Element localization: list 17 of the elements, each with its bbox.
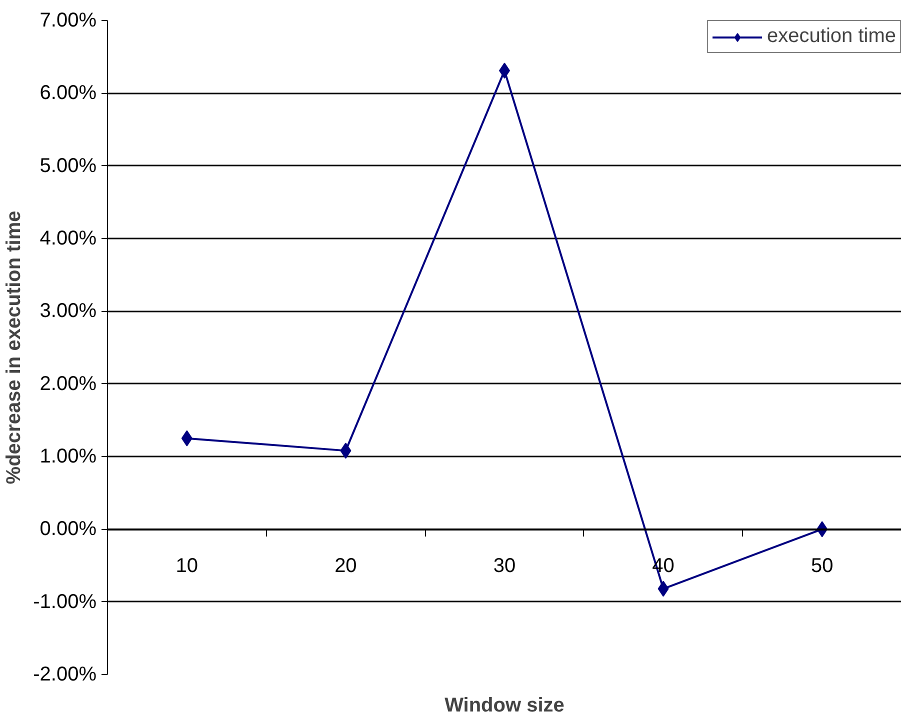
- legend-label: execution time: [767, 25, 896, 48]
- y-tick-label: 2.00%: [40, 372, 97, 395]
- y-tick-label: -2.00%: [33, 664, 97, 686]
- y-tick-label: 3.00%: [40, 300, 97, 322]
- y-tick-label: 1.00%: [40, 446, 97, 468]
- y-tick-label: 6.00%: [40, 82, 97, 104]
- x-tick-label: 50: [810, 555, 834, 578]
- x-tick-label: 10: [176, 555, 198, 578]
- y-tick-label: 4.00%: [40, 228, 97, 250]
- x-axis-title: Window size: [444, 694, 564, 716]
- y-tick-label: 5.00%: [40, 154, 97, 177]
- x-tick-label: 30: [493, 555, 516, 578]
- y-tick-label: 0.00%: [40, 518, 97, 540]
- x-tick-label: 20: [334, 555, 357, 578]
- y-tick-label: 7.00%: [40, 10, 97, 32]
- y-tick-label: -1.00%: [33, 590, 97, 613]
- y-axis-title: %decrease in execution time: [3, 210, 26, 484]
